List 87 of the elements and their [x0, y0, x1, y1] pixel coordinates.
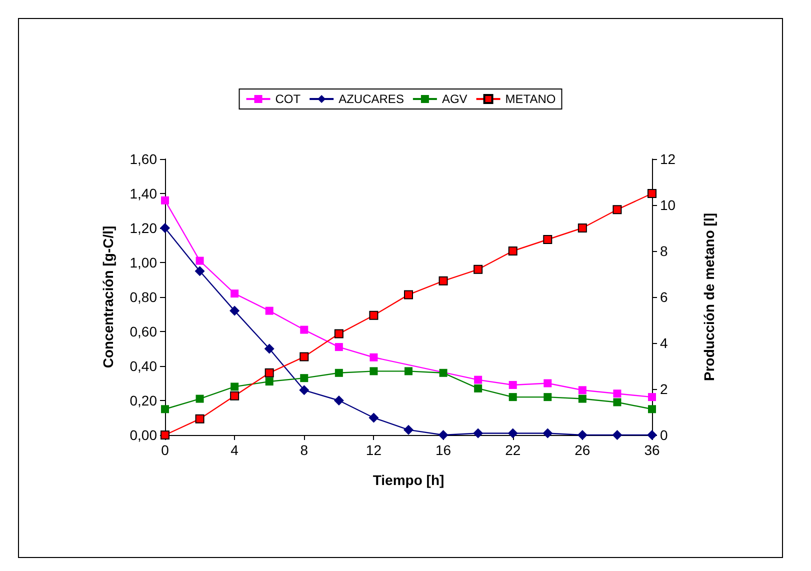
point [544, 379, 552, 388]
point [264, 368, 274, 378]
x-tick-label: 4 [230, 442, 239, 458]
y2-tick-label: 12 [660, 151, 676, 167]
point [613, 390, 622, 398]
point [161, 405, 169, 414]
point [508, 393, 517, 402]
x-tick-label: 22 [505, 442, 521, 458]
point [648, 189, 656, 198]
point [161, 196, 169, 204]
x-tick-label: 16 [435, 442, 452, 458]
y-tick-label: 1,20 [130, 220, 158, 236]
point [474, 264, 483, 274]
point [264, 344, 274, 354]
point [474, 376, 482, 384]
point [196, 394, 204, 403]
point [543, 235, 552, 244]
point [404, 367, 412, 376]
y2-tick-label: 6 [660, 289, 668, 305]
point [508, 428, 518, 438]
y2-tick-label: 8 [660, 243, 668, 259]
y-tick-label: 1,40 [130, 186, 158, 202]
point [196, 256, 204, 265]
point [648, 405, 656, 414]
y-tick-label: 0,00 [130, 427, 158, 443]
point [300, 326, 308, 334]
point [334, 368, 343, 377]
point [195, 414, 204, 424]
point [438, 430, 448, 440]
point [439, 368, 448, 377]
point [194, 266, 205, 276]
point [404, 290, 413, 300]
y2-tick-label: 4 [660, 335, 668, 351]
point [230, 391, 240, 400]
y2-tick-label: 0 [660, 427, 668, 443]
point [544, 393, 552, 402]
point [230, 306, 240, 316]
y-tick-label: 1,60 [130, 151, 158, 167]
x-tick-label: 36 [644, 442, 660, 458]
y2-tick-label: 2 [660, 381, 668, 397]
legend-label: AGV [442, 92, 468, 106]
y-tick-label: 0,40 [130, 358, 158, 374]
point [612, 430, 622, 440]
point [334, 343, 343, 352]
point [334, 329, 344, 338]
point [369, 310, 378, 320]
legend-label: AZUCARES [338, 92, 404, 106]
y-tick-label: 0,20 [130, 392, 158, 408]
point [368, 412, 379, 423]
point [474, 384, 482, 392]
point [230, 382, 239, 391]
point [370, 353, 378, 362]
point [473, 428, 484, 438]
point [265, 306, 274, 315]
point [508, 246, 518, 256]
y2-tick-label: 10 [660, 197, 676, 213]
x-tick-label: 12 [366, 442, 382, 458]
point [299, 385, 310, 396]
point [542, 428, 553, 438]
legend-label: COT [275, 92, 302, 106]
point [300, 352, 309, 362]
x-tick-label: 26 [574, 442, 590, 458]
point [404, 424, 414, 435]
point [613, 398, 622, 406]
point [370, 367, 378, 376]
point [508, 380, 517, 389]
x-axis-title: Tiempo [h] [372, 472, 444, 488]
point [230, 290, 239, 298]
y-tick-label: 1,00 [130, 254, 158, 270]
y-tick-label: 0,60 [130, 324, 158, 340]
point [578, 224, 587, 232]
point [577, 430, 588, 440]
point [612, 205, 622, 214]
point [160, 223, 170, 233]
point [578, 394, 586, 403]
point [578, 386, 586, 394]
point [334, 396, 344, 406]
x-tick-label: 8 [300, 442, 308, 458]
point [438, 276, 448, 286]
y-tick-label: 0,80 [130, 289, 158, 305]
point [648, 393, 656, 402]
y-axis-title: Concentración [g-C/l] [100, 226, 116, 368]
x-tick-label: 0 [161, 442, 170, 458]
y2-axis-title: Producción de metano [l] [701, 212, 717, 382]
point [300, 374, 308, 382]
point [265, 378, 274, 386]
legend-label: METANO [505, 92, 556, 106]
